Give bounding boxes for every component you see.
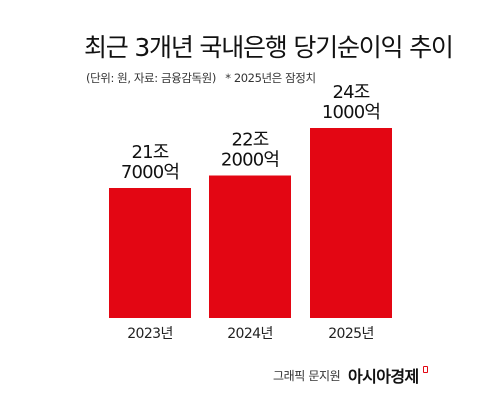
data-label-line: 22조 bbox=[231, 130, 268, 151]
data-label-line: 1000억 bbox=[322, 102, 380, 123]
chart-title: 최근 3개년 국내은행 당기순이익 추이 bbox=[84, 33, 454, 62]
data-label-line: 21조 bbox=[131, 142, 168, 163]
data-label-line: 24조 bbox=[332, 82, 369, 103]
provisional-note: * 2025년은 잠정치 bbox=[225, 71, 316, 85]
source-note: (단위: 원, 자료: 금융감독원) bbox=[86, 71, 216, 85]
chart-subtitle: (단위: 원, 자료: 금융감독원) * 2025년은 잠정치 bbox=[86, 70, 316, 86]
bar-2023년 bbox=[109, 188, 191, 318]
brand-mark-icon bbox=[423, 366, 428, 373]
x-tick-label: 2024년 bbox=[227, 326, 273, 342]
bar-2024년 bbox=[209, 175, 291, 318]
x-tick-label: 2023년 bbox=[127, 326, 173, 342]
data-label-line: 7000억 bbox=[121, 162, 179, 183]
brand-logo-text: 아시아경제 bbox=[348, 367, 419, 386]
graphic-credit: 그래픽 문지원 bbox=[273, 369, 341, 383]
data-label-line: 2000억 bbox=[221, 150, 279, 171]
x-tick-label: 2025년 bbox=[328, 326, 374, 342]
bar-2025년 bbox=[310, 128, 392, 318]
